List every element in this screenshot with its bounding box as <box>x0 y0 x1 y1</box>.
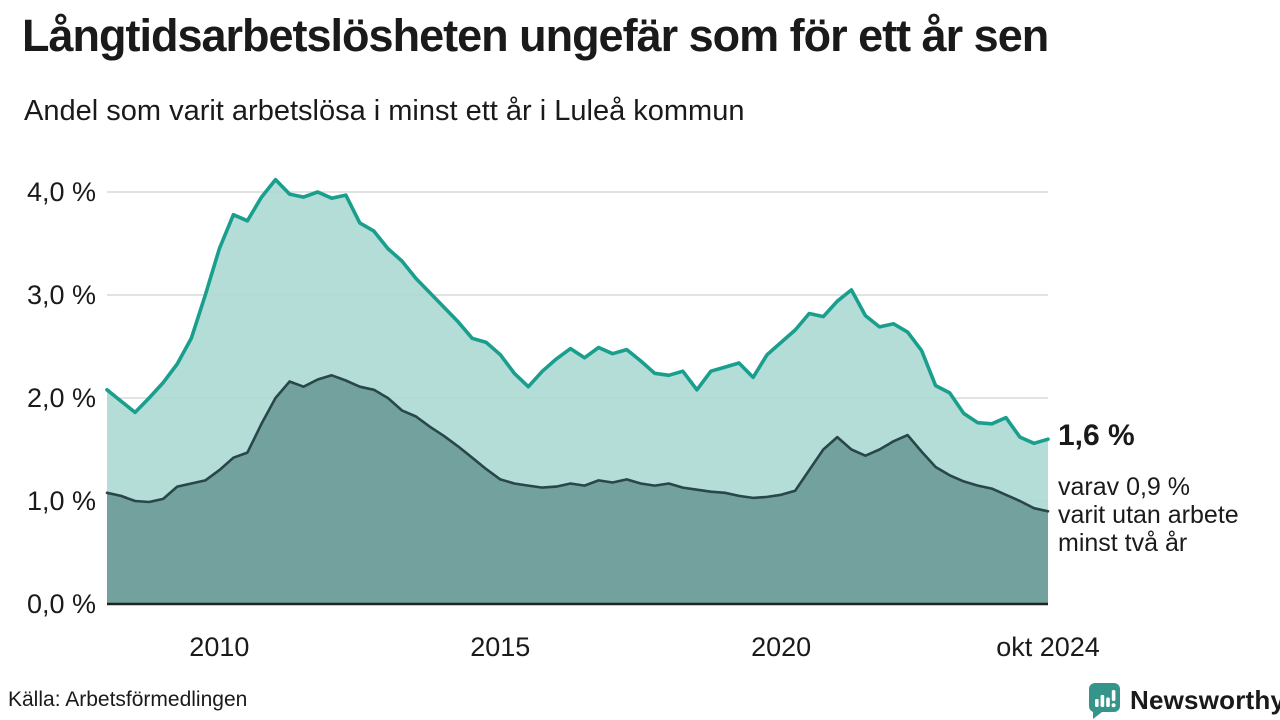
logo-bar-3 <box>1106 697 1110 707</box>
x-tick-label: 2020 <box>751 632 812 662</box>
newsworthy-wordmark: Newsworthy <box>1130 685 1280 715</box>
logo-bar-1 <box>1095 699 1099 707</box>
logo-bar-2 <box>1100 695 1105 707</box>
series-end-value-label: 1,6 % <box>1058 419 1135 452</box>
area-two-years <box>107 375 1048 604</box>
source-note: Källa: Arbetsförmedlingen <box>8 688 248 711</box>
page-title: Långtidsarbetslösheten ungefär som för e… <box>22 10 1049 61</box>
newsworthy-logo-icon <box>1088 683 1120 719</box>
logo-excl-bar <box>1111 690 1116 701</box>
x-tick-label: okt 2024 <box>996 632 1100 662</box>
y-tick-label: 3,0 % <box>26 280 96 310</box>
logo-bubble-shape <box>1088 683 1120 719</box>
chart-subtitle: Andel som varit arbetslösa i minst ett å… <box>24 95 745 127</box>
newsworthy-logo: Newsworthy <box>1087 682 1280 719</box>
y-tick-label: 1,0 % <box>26 486 96 516</box>
logo-excl-dot <box>1111 703 1116 708</box>
x-tick-label: 2010 <box>189 632 250 662</box>
y-tick-label: 2,0 % <box>26 383 96 413</box>
area-total-one-year <box>107 179 1048 604</box>
series-annotation-detail: varav 0,9 % varit utan arbete minst två … <box>1058 473 1239 557</box>
line-two-years <box>105 374 1050 513</box>
line-total-one-year <box>105 177 1050 446</box>
y-tick-label: 0,0 % <box>26 589 96 619</box>
y-tick-label: 4,0 % <box>26 177 96 207</box>
x-tick-label: 2015 <box>470 632 531 662</box>
